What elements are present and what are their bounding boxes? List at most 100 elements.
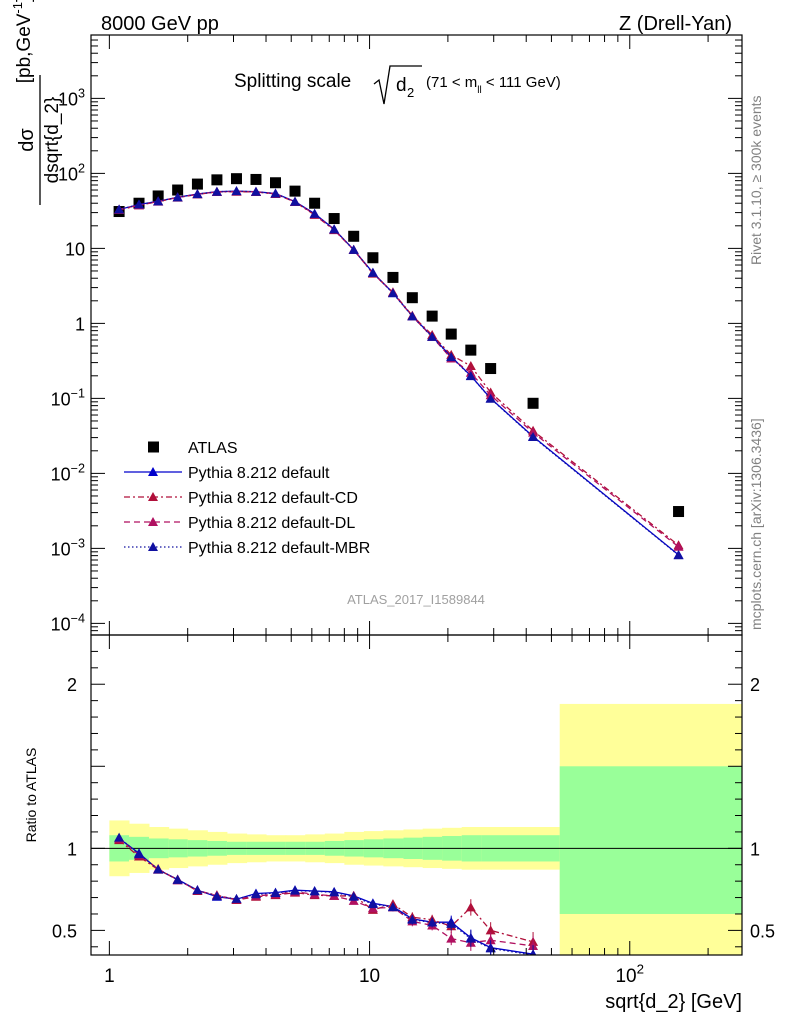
data-point-atlas [172,184,184,196]
data-point-atlas [527,397,539,409]
legend-marker [148,492,158,501]
band-inner-bin [559,766,742,914]
data-point-atlas [309,197,321,209]
x-tick-label: 102 [615,961,644,987]
ratio-point-pythia-8-212-default-mbr [530,950,536,955]
data-point-pythia-8-212-default-mbr [192,189,203,199]
y-tick-label-main: 10−2 [51,461,85,484]
ratio-point-pythia-8-212-default-mbr [192,885,203,895]
data-point-pythia-8-212-default-mbr [485,393,496,403]
data-point-pythia-8-212-default-mbr [427,331,438,341]
plot-title-radicand-sub: 2 [407,85,414,100]
series-line-pythia-8-212-default-dl [118,190,679,548]
data-point-pythia-8-212-default-mbr [114,204,125,214]
y-tick-label-ratio-left: 2 [67,675,77,695]
ratio-point-pythia-8-212-default-mbr [134,849,145,859]
ratio-point-pythia-8-212-default-cd [465,902,476,912]
data-point-pythia-8-212-default-mbr [134,199,145,209]
data-point-atlas [328,213,340,225]
data-point-pythia-8-212-default-mbr [446,352,457,362]
data-point-atlas [191,178,203,190]
data-point-pythia-8-212-default-mbr [309,208,320,218]
ratio-point-pythia-8-212-default-mbr [367,899,378,909]
data-point-atlas [445,328,457,340]
mcplots-label: mcplots.cern.ch [arXiv:1306.3436] [748,418,764,630]
data-point-atlas [465,344,477,356]
sqrt-symbol [373,65,422,105]
ratio-point-pythia-8-212-default-dl [485,935,496,945]
legend-marker-atlas [148,441,159,453]
y-tick-label-ratio-right: 0.5 [750,921,775,941]
ratio-point-pythia-8-212-default-mbr [290,885,301,895]
legend-label: Pythia 8.212 default [188,465,330,482]
y-tick-label-main: 10−3 [51,536,85,559]
ratio-point-pythia-8-212-default-mbr [153,864,164,874]
ratio-plot-frame [90,634,743,956]
ratio-point-pythia-8-212-default-mbr [329,887,340,897]
ratio-point-pythia-8-212-default-mbr [465,933,476,943]
y-tick-label-main: 1 [75,314,85,334]
data-point-atlas [250,173,262,185]
rivet-label: Rivet 3.1.10, ≥ 300k events [748,95,764,265]
data-point-pythia-8-212-default-mbr [211,186,222,196]
legend-label: Pythia 8.212 default-DL [188,515,355,532]
data-point-pythia-8-212-default-mbr [348,244,359,254]
plot-title-radicand: d [396,75,407,96]
data-point-pythia-8-212-default-mbr [407,311,418,321]
ratio-point-pythia-8-212-default-mbr [172,874,183,884]
ratio-point-pythia-8-212-default-mbr [270,887,281,897]
legend-label: ATLAS [188,440,238,457]
ratio-plot-series [114,832,539,955]
data-point-atlas [426,310,438,322]
data-point-pythia-8-212-default-mbr [329,224,340,234]
ratio-point-pythia-8-212-default-mbr [485,943,496,953]
data-point-atlas [269,177,281,189]
data-point-pythia-8-212-default-mbr [387,288,398,298]
ratio-point-pythia-8-212-default-dl [446,933,457,943]
legend-label: Pythia 8.212 default-CD [188,490,358,507]
data-point-atlas [348,230,360,242]
data-point-pythia-8-212-default-mbr [250,186,261,196]
data-point-pythia-8-212-default-mbr [367,267,378,277]
y-axis-label-main: dσ dsqrt{d_2} [pb,GeV-1] [10,0,63,205]
y-tick-label-main: 10−4 [51,611,85,634]
ratio-point-pythia-8-212-default-mbr [250,889,261,899]
data-point-atlas [367,252,379,264]
data-point-atlas [211,174,223,186]
ratio-point-pythia-8-212-default-mbr [407,914,418,924]
data-point-atlas [387,271,399,283]
data-point-pythia-8-212-default-mbr [172,192,183,202]
y-tick-label-ratio-right: 1 [750,839,760,859]
x-tick-label: 10 [359,966,380,987]
y-tick-label-main: 10 [65,239,85,259]
data-point-atlas [406,292,418,304]
data-point-pythia-8-212-default-mbr [673,550,684,560]
plot-title-range: (71 < mll < 111 GeV) [426,74,561,96]
data-point-atlas [673,506,685,518]
data-point-pythia-8-212-default-dl [673,541,684,551]
y-tick-label-ratio-left: 0.5 [52,921,77,941]
data-point-pythia-8-212-default-cd [465,361,476,371]
y-label-units: [pb,GeV-1] [10,0,35,83]
analysis-watermark: ATLAS_2017_I1589844 [347,592,485,607]
data-point-pythia-8-212-default-mbr [528,432,539,442]
axis-ticks [91,34,742,955]
data-point-pythia-8-212-default-mbr [465,371,476,381]
ratio-point-pythia-8-212-default-mbr [231,893,242,903]
data-point-pythia-8-212-default-mbr [231,186,242,196]
ratio-point-pythia-8-212-default-mbr [348,891,359,901]
y-label-denominator: dsqrt{d_2} [42,97,63,184]
data-point-atlas [485,363,497,375]
plot-title: Splitting scale d 2 (71 < mll < 111 GeV) [234,65,561,105]
ratio-point-pythia-8-212-default-mbr [211,891,222,901]
ratio-point-pythia-8-212-default-mbr [427,917,438,927]
y-tick-label-main: 10−1 [51,386,85,409]
legend-label: Pythia 8.212 default-MBR [188,540,370,557]
legend-marker [148,517,158,526]
y-tick-label-ratio-left: 1 [67,839,77,859]
legend: ATLAS Pythia 8.212 default Pythia 8.212 de… [124,440,370,557]
main-plot-series [113,173,685,560]
y-label-numerator: dσ [16,128,38,152]
